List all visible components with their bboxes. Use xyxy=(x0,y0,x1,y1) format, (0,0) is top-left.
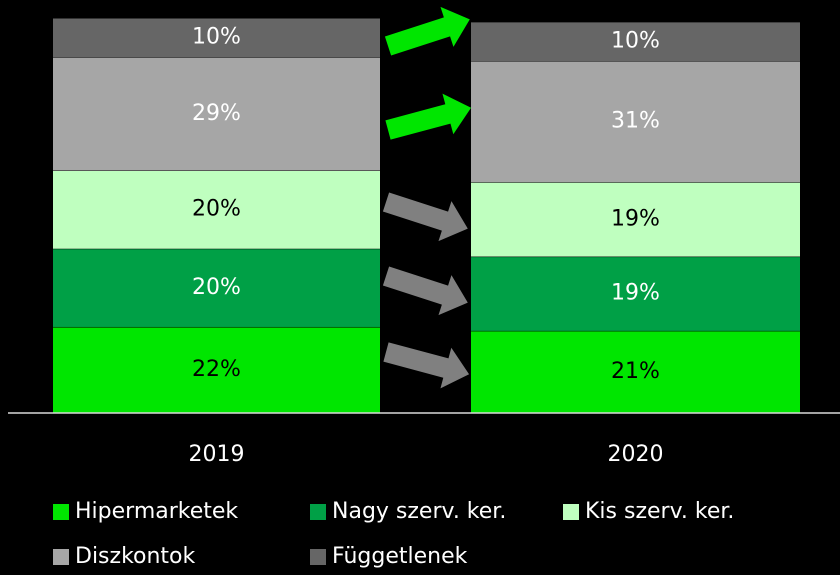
legend-label: Diszkontok xyxy=(75,544,196,569)
data-label: 31% xyxy=(611,109,660,134)
bar-segment xyxy=(53,18,380,58)
legend-label: Hipermarketek xyxy=(75,499,238,524)
bar-segment xyxy=(471,330,800,413)
legend-label: Kis szerv. ker. xyxy=(585,499,734,524)
arrow xyxy=(383,342,470,389)
data-label: 21% xyxy=(611,359,660,384)
bar-segment xyxy=(53,57,380,171)
data-label: 22% xyxy=(192,357,241,382)
legend-swatch xyxy=(310,504,326,520)
bar-segment xyxy=(471,21,800,62)
bar-segment xyxy=(471,61,800,183)
arrow xyxy=(384,6,470,56)
data-label: 29% xyxy=(192,101,241,126)
data-label: 19% xyxy=(611,281,660,306)
arrow xyxy=(382,192,468,242)
x-tick-label: 2020 xyxy=(608,442,664,467)
legend-label: Függetlenek xyxy=(332,544,468,569)
legend-swatch xyxy=(53,504,69,520)
data-label: 10% xyxy=(192,25,241,50)
legend-label: Nagy szerv. ker. xyxy=(332,499,506,524)
data-label: 20% xyxy=(192,197,241,222)
arrows xyxy=(382,6,472,389)
data-label: 10% xyxy=(611,28,660,53)
bar-segment xyxy=(53,326,380,413)
legend-swatch xyxy=(563,504,579,520)
bar-segment xyxy=(471,182,800,257)
bar-segment xyxy=(53,248,380,327)
legend-swatch xyxy=(310,549,326,565)
arrow xyxy=(382,266,468,316)
data-label: 20% xyxy=(192,275,241,300)
x-tick-label: 2019 xyxy=(189,442,245,467)
bar-segment xyxy=(53,170,380,249)
arrow xyxy=(385,93,472,140)
bar-segment xyxy=(471,256,800,331)
legend-swatch xyxy=(53,549,69,565)
data-label: 19% xyxy=(611,206,660,231)
